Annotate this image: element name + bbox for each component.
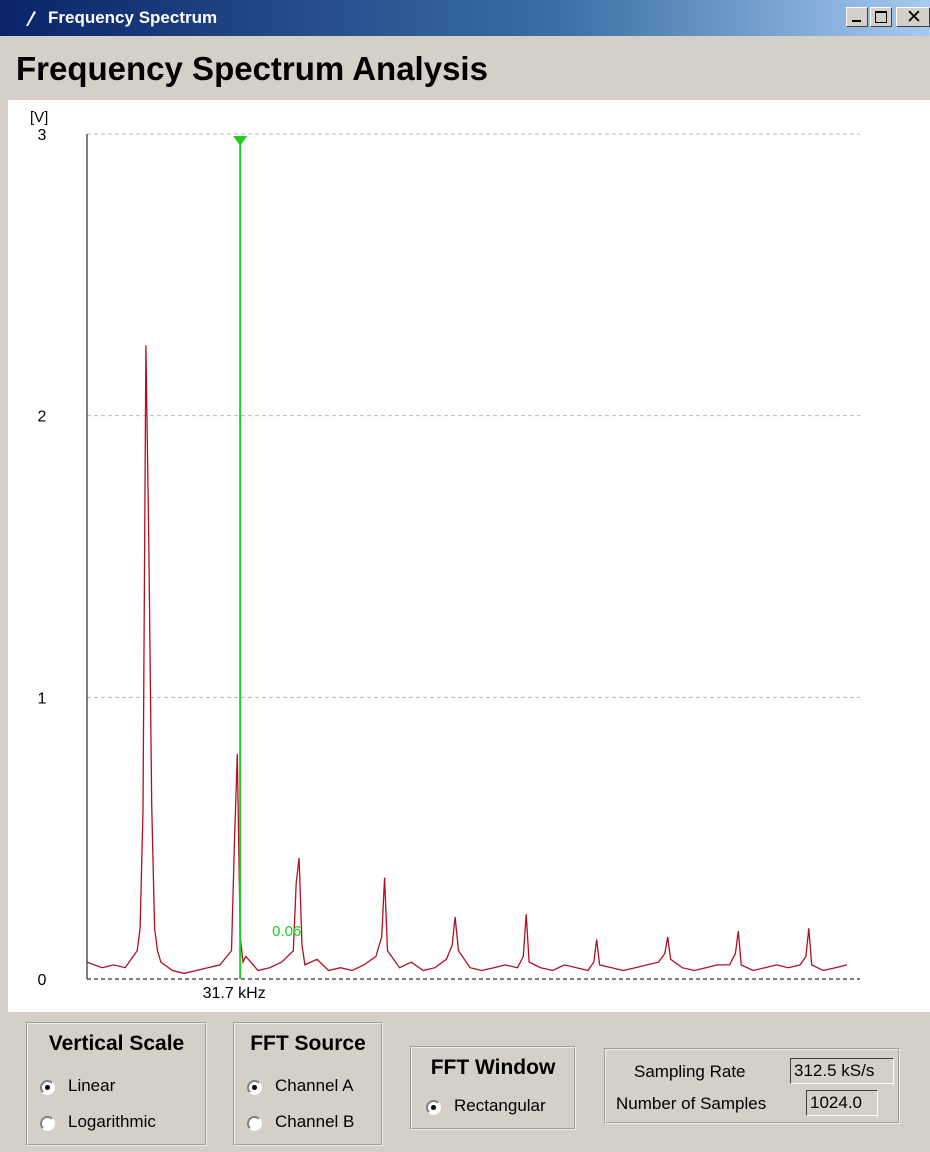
window-title-bar[interactable]: Frequency Spectrum ✕	[0, 0, 930, 36]
cursor-marker-icon	[233, 136, 248, 146]
vertical-scale-title: Vertical Scale	[48, 1032, 185, 1055]
sampling-rate-field: 312.5 kS/s	[790, 1058, 894, 1084]
radio-button[interactable]	[247, 1080, 262, 1095]
y-tick-label: 2	[38, 409, 47, 426]
fft-source-title: FFT Source	[250, 1032, 366, 1055]
y-tick-label: 0	[38, 972, 47, 989]
radio-label: Logarithmic	[68, 1112, 156, 1131]
fft-window-group: FFT Window Rectangular	[410, 1046, 576, 1130]
feather-icon	[26, 11, 36, 26]
maximize-icon	[875, 11, 887, 23]
vertical-scale-group: Vertical Scale Linear Logarithmic	[26, 1022, 207, 1146]
minimize-icon	[852, 20, 861, 22]
maximize-button[interactable]	[870, 7, 892, 27]
radio-button[interactable]	[426, 1100, 441, 1115]
y-axis-label: [V]	[30, 109, 48, 126]
radio-rectangular[interactable]: Rectangular	[426, 1096, 576, 1122]
minimize-button[interactable]	[846, 7, 868, 27]
close-button[interactable]: ✕	[896, 7, 930, 28]
y-tick-label: 3	[38, 127, 47, 144]
radio-label: Channel B	[275, 1112, 355, 1131]
radio-channel-a[interactable]: Channel A	[247, 1076, 377, 1102]
num-samples-field: 1024.0	[806, 1090, 878, 1116]
radio-label: Rectangular	[454, 1096, 546, 1115]
spectrum-chart[interactable]: 0 1 2 3[V] 0.06 31.7 kHz	[8, 100, 930, 1012]
radio-label: Channel A	[275, 1076, 354, 1095]
y-tick-label: 1	[38, 690, 47, 707]
radio-button[interactable]	[40, 1116, 55, 1131]
radio-label: Linear	[68, 1076, 116, 1095]
fft-window-title: FFT Window	[430, 1056, 556, 1079]
cursor-value-label: 0.06	[272, 923, 301, 940]
cursor-frequency-label: 31.7 kHz	[203, 985, 266, 1002]
sampling-rate-label: Sampling Rate	[634, 1062, 746, 1081]
radio-linear[interactable]: Linear	[40, 1076, 200, 1102]
spectrum-line	[86, 345, 848, 975]
close-icon: ✕	[906, 7, 922, 28]
radio-logarithmic[interactable]: Logarithmic	[40, 1112, 200, 1138]
spectrum-plot[interactable]: 0 1 2 3 [V] 0.06 31.7 kHz	[8, 100, 930, 1012]
radio-channel-b[interactable]: Channel B	[247, 1112, 377, 1138]
acquisition-info-group: Sampling Rate 312.5 kS/s Number of Sampl…	[604, 1048, 900, 1124]
radio-button[interactable]	[40, 1080, 55, 1095]
num-samples-label: Number of Samples	[616, 1094, 767, 1113]
window-title: Frequency Spectrum	[48, 8, 218, 27]
page-title: Frequency Spectrum Analysis	[16, 50, 488, 87]
fft-source-group: FFT Source Channel A Channel B	[233, 1022, 383, 1146]
radio-button[interactable]	[247, 1116, 262, 1131]
